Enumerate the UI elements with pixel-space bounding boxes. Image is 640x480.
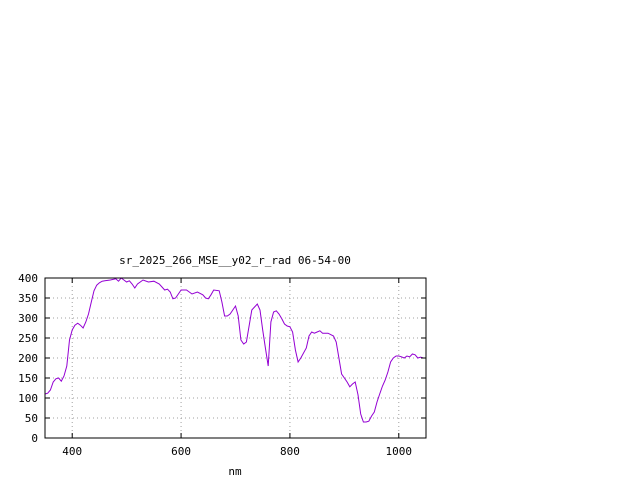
- y-tick-label: 0: [31, 432, 38, 445]
- y-tick-label: 350: [18, 292, 38, 305]
- plot-frame: [44, 277, 427, 439]
- y-tick-label: 250: [18, 332, 38, 345]
- y-tick-label: 200: [18, 352, 38, 365]
- y-tick-label: 150: [18, 372, 38, 385]
- gridlines: [45, 278, 426, 438]
- x-tick-label: 1000: [386, 445, 413, 458]
- x-tick-label: 400: [62, 445, 82, 458]
- chart-title: sr_2025_266_MSE__y02_r_rad 06-54-00: [119, 254, 351, 267]
- axis-ticks: 0 50 100 150 200 250 300 350 400 400 600 800 1000: [18, 272, 426, 458]
- x-tick-label: 800: [280, 445, 300, 458]
- y-tick-label: 300: [18, 312, 38, 325]
- y-tick-label: 400: [18, 272, 38, 285]
- x-axis-label: nm: [228, 465, 242, 478]
- y-tick-label: 100: [18, 392, 38, 405]
- series-line: [44, 277, 426, 423]
- x-tick-label: 600: [171, 445, 191, 458]
- y-tick-label: 50: [25, 412, 38, 425]
